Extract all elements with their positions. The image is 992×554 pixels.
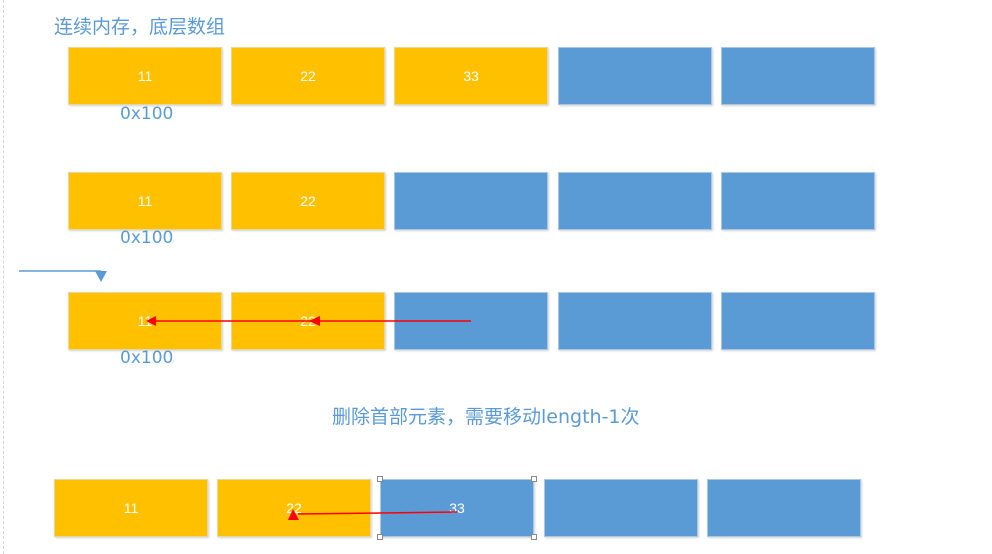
selection-handle-bottom-right[interactable] xyxy=(531,534,537,540)
cell-value: 22 xyxy=(300,193,316,209)
array-cell-4-5[interactable] xyxy=(707,479,861,537)
array-cell-2-5[interactable] xyxy=(721,172,875,230)
address-label-1: 0x100 xyxy=(120,104,174,124)
selection-handle-top-left[interactable] xyxy=(377,476,383,482)
array-cell-1-4[interactable] xyxy=(558,47,712,105)
delete-head-caption: 删除首部元素，需要移动length-1次 xyxy=(332,406,640,428)
array-cell-4-3[interactable]: 33 xyxy=(380,479,534,537)
address-label-2: 0x100 xyxy=(120,228,174,248)
array-cell-3-5[interactable] xyxy=(721,292,875,350)
page-edge-divider xyxy=(3,0,4,554)
cell-value: 22 xyxy=(300,68,316,84)
array-cell-2-1[interactable]: 11 xyxy=(68,172,222,230)
array-cell-1-5[interactable] xyxy=(721,47,875,105)
cell-value: 33 xyxy=(449,500,465,516)
array-cell-1-1[interactable]: 11 xyxy=(68,47,222,105)
cell-value: 33 xyxy=(463,68,479,84)
array-cell-2-4[interactable] xyxy=(558,172,712,230)
cell-value: 22 xyxy=(286,500,302,516)
cell-value: 22 xyxy=(300,313,316,329)
array-row-2: 11 22 xyxy=(68,172,876,230)
cell-value: 11 xyxy=(123,500,139,516)
array-cell-3-4[interactable] xyxy=(558,292,712,350)
array-cell-3-2[interactable]: 22 xyxy=(231,292,385,350)
address-label-3: 0x100 xyxy=(120,348,174,368)
cell-value: 11 xyxy=(137,68,153,84)
array-cell-2-3[interactable] xyxy=(394,172,548,230)
diagram-title: 连续内存，底层数组 xyxy=(54,16,226,38)
array-cell-4-2[interactable]: 22 xyxy=(217,479,371,537)
array-row-3: 11 22 xyxy=(68,292,876,350)
array-cell-3-3[interactable] xyxy=(394,292,548,350)
blue-pointer-triangle-icon xyxy=(95,271,107,282)
cell-value: 11 xyxy=(137,313,153,329)
array-cell-3-1[interactable]: 11 xyxy=(68,292,222,350)
cell-value: 11 xyxy=(137,193,153,209)
array-cell-4-1[interactable]: 11 xyxy=(54,479,208,537)
array-cell-1-2[interactable]: 22 xyxy=(231,47,385,105)
selection-handle-top-right[interactable] xyxy=(531,476,537,482)
array-cell-2-2[interactable]: 22 xyxy=(231,172,385,230)
selection-handle-bottom-left[interactable] xyxy=(377,534,383,540)
array-cell-1-3[interactable]: 33 xyxy=(394,47,548,105)
array-cell-4-4[interactable] xyxy=(544,479,698,537)
array-row-1: 11 22 33 xyxy=(68,47,876,105)
array-row-4: 11 22 33 xyxy=(54,479,862,537)
